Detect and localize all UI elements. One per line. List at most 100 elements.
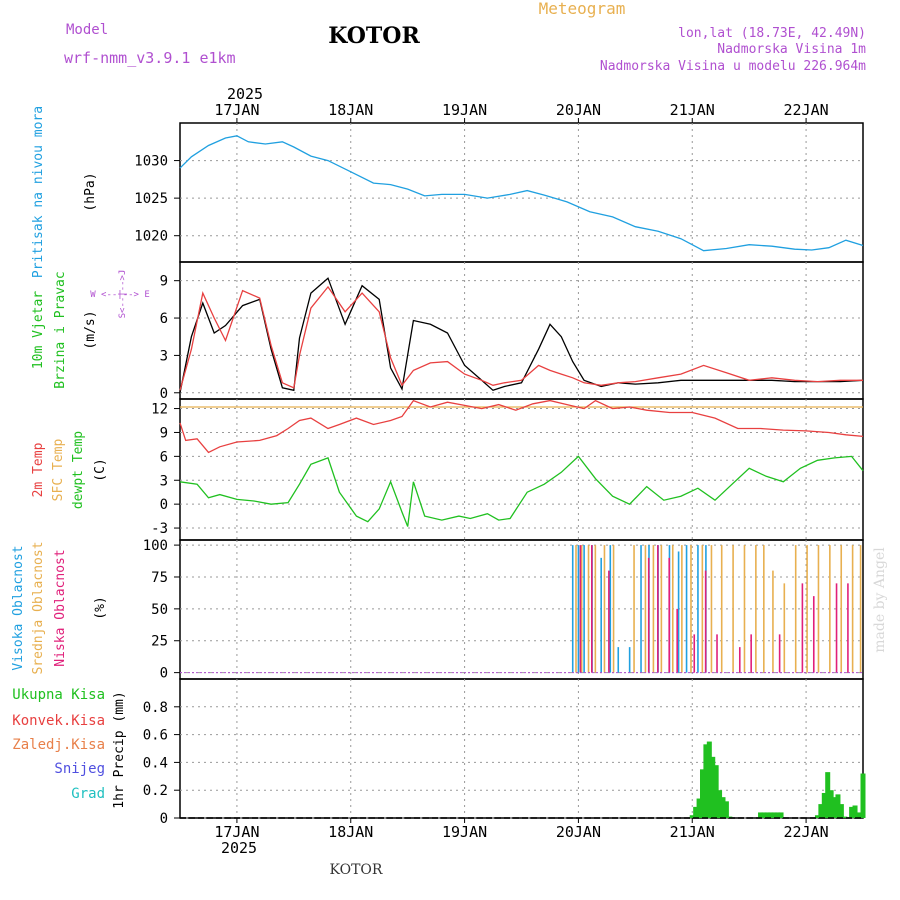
- precip-bar: [768, 812, 774, 818]
- panel-frame: [179, 539, 864, 680]
- x-tick-label-bottom: 22JAN: [784, 823, 829, 841]
- y-tick-label: 50: [151, 602, 168, 618]
- credit-label: made by Angel: [872, 547, 888, 653]
- y-tick-label: 1025: [134, 191, 168, 207]
- precip-bar: [821, 792, 827, 818]
- year-top: 2025: [227, 85, 263, 103]
- precip-bar: [825, 772, 831, 818]
- precip-bar: [842, 816, 848, 818]
- precip-bar: [710, 756, 716, 818]
- series-line: [179, 285, 863, 391]
- pressure-ylabel: Pritisak na nivou mora: [31, 106, 46, 278]
- precip-bar: [706, 741, 712, 818]
- precip-bar: [775, 812, 781, 818]
- y-tick-label: 12: [151, 402, 168, 418]
- precip-legend-3: Zaledj.Kisa: [12, 737, 105, 753]
- y-tick-label: 6: [160, 311, 168, 327]
- precip-bar: [835, 794, 841, 818]
- precip-legend-4: Snijeg: [54, 761, 105, 777]
- x-tick-label-top: 21JAN: [670, 101, 715, 119]
- y-tick-label: 0.8: [143, 700, 168, 716]
- series-line: [179, 455, 864, 527]
- temp-ylabel-2: SFC Temp: [51, 439, 66, 502]
- series-line: [179, 135, 864, 252]
- temp-ylabel-1: 2m Temp: [31, 442, 46, 497]
- y-tick-label: 25: [151, 634, 168, 650]
- precip-bar: [849, 806, 855, 818]
- precip-bar: [860, 773, 866, 818]
- x-tick-label-top: 20JAN: [556, 101, 601, 119]
- wind-ylabel-2: Brzina i Pravac: [53, 271, 68, 388]
- precip-legend-2: Konvek.Kisa: [12, 713, 105, 729]
- panel-frame: [179, 398, 864, 541]
- precip-bar: [857, 812, 863, 818]
- precip-legend-5: Grad: [71, 786, 105, 802]
- y-tick-label: 0.6: [143, 728, 168, 744]
- x-tick-label-top: 22JAN: [784, 101, 829, 119]
- temp-ylabel-3: dewpt Temp: [71, 431, 86, 509]
- y-tick-label: 0.4: [143, 755, 168, 771]
- x-tick-label-bottom: 18JAN: [328, 823, 373, 841]
- x-tick-label-top: 19JAN: [442, 101, 487, 119]
- precip-ylabel: 1hr Precip (mm): [112, 691, 127, 808]
- precip-bar: [818, 804, 824, 818]
- temp-unit: (C): [93, 458, 108, 481]
- precip-bar: [761, 812, 767, 818]
- y-tick-label: 3: [160, 473, 168, 489]
- y-tick-label: 0: [160, 811, 168, 827]
- precip-bar: [693, 806, 699, 818]
- y-tick-label: 0.2: [143, 783, 168, 799]
- precip-bar: [852, 805, 858, 818]
- meteogram-label: Meteogram: [539, 0, 626, 18]
- precip-bar: [713, 765, 719, 818]
- precip-bar: [814, 815, 820, 818]
- y-tick-label: 3: [160, 348, 168, 364]
- y-tick-label: 0: [160, 497, 168, 513]
- y-tick-label: 0: [160, 666, 168, 682]
- precip-bar: [720, 797, 726, 818]
- model-label: Model: [66, 22, 108, 38]
- x-tick-label-bottom: 21JAN: [670, 823, 715, 841]
- model-name: wrf-nmm_v3.9.1 e1km: [64, 49, 236, 67]
- pressure-unit: (hPa): [83, 172, 98, 211]
- wind-unit: (m/s): [83, 310, 98, 349]
- precip-bar: [696, 798, 702, 818]
- precip-bar: [699, 769, 705, 818]
- x-tick-label-top: 17JAN: [214, 101, 259, 119]
- precip-bar: [723, 801, 729, 818]
- x-tick-label-top: 18JAN: [328, 101, 373, 119]
- y-tick-label: 6: [160, 449, 168, 465]
- y-tick-label: 1020: [134, 229, 168, 245]
- cloud-ylabel-2: Srednja Oblacnost: [31, 541, 46, 674]
- panel-frame: [179, 678, 864, 819]
- precip-bar: [828, 790, 834, 818]
- page-title: KOTOR: [328, 23, 420, 49]
- year-bottom: 2025: [221, 839, 257, 857]
- precip-bar: [778, 812, 784, 818]
- wind-compass-top: S<--|-->J: [118, 270, 128, 319]
- lonlat-label: lon,lat (18.73E, 42.49N): [678, 26, 866, 41]
- model-altitude-label: Nadmorska Visina u modelu 226.964m: [600, 59, 866, 74]
- plot-area: 1030102510209630129630-310075502500.80.6…: [134, 101, 866, 841]
- wind-ylabel-1: 10m Vjetar: [31, 291, 46, 369]
- precip-bar: [771, 812, 777, 818]
- altitude-label: Nadmorska Visina 1m: [717, 42, 866, 57]
- y-tick-label: -3: [151, 521, 168, 537]
- wind-compass-mid: W <--|--> E: [90, 290, 150, 300]
- cloud-unit: (%): [93, 596, 108, 619]
- precip-bar: [832, 797, 838, 818]
- precip-bar: [717, 790, 723, 818]
- precip-legend-1: Ukupna Kisa: [12, 687, 105, 703]
- y-tick-label: 75: [151, 570, 168, 586]
- y-tick-label: 100: [143, 538, 168, 554]
- precip-bar: [689, 815, 695, 818]
- footer-title: KOTOR: [330, 862, 383, 878]
- y-tick-label: 1030: [134, 154, 168, 170]
- x-tick-label-bottom: 19JAN: [442, 823, 487, 841]
- precip-bar: [764, 812, 770, 818]
- y-tick-label: 9: [160, 274, 168, 290]
- precip-bar: [758, 812, 764, 818]
- precip-bar: [703, 744, 709, 818]
- precip-bar: [838, 804, 844, 818]
